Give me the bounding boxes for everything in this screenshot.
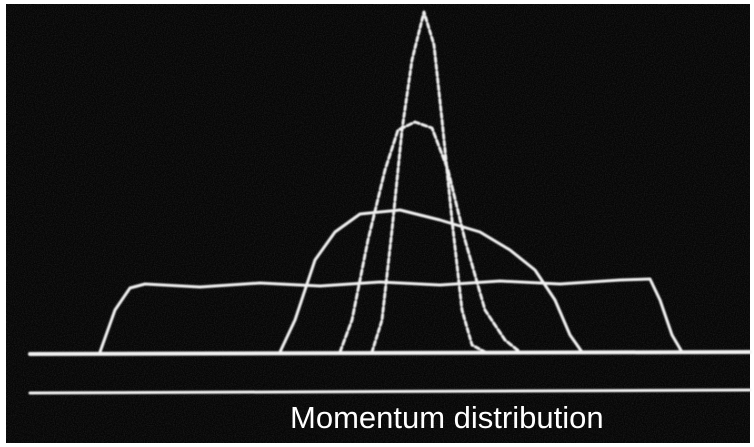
medium-trace	[278, 208, 584, 354]
caption: Momentum distribution	[290, 400, 604, 435]
traces	[28, 10, 752, 395]
reference-line	[28, 388, 752, 395]
wide-trace	[98, 277, 684, 354]
peak-trace	[370, 10, 487, 354]
narrow-trace	[338, 120, 522, 354]
noise	[6, 4, 750, 443]
baseline-trace	[28, 350, 752, 356]
